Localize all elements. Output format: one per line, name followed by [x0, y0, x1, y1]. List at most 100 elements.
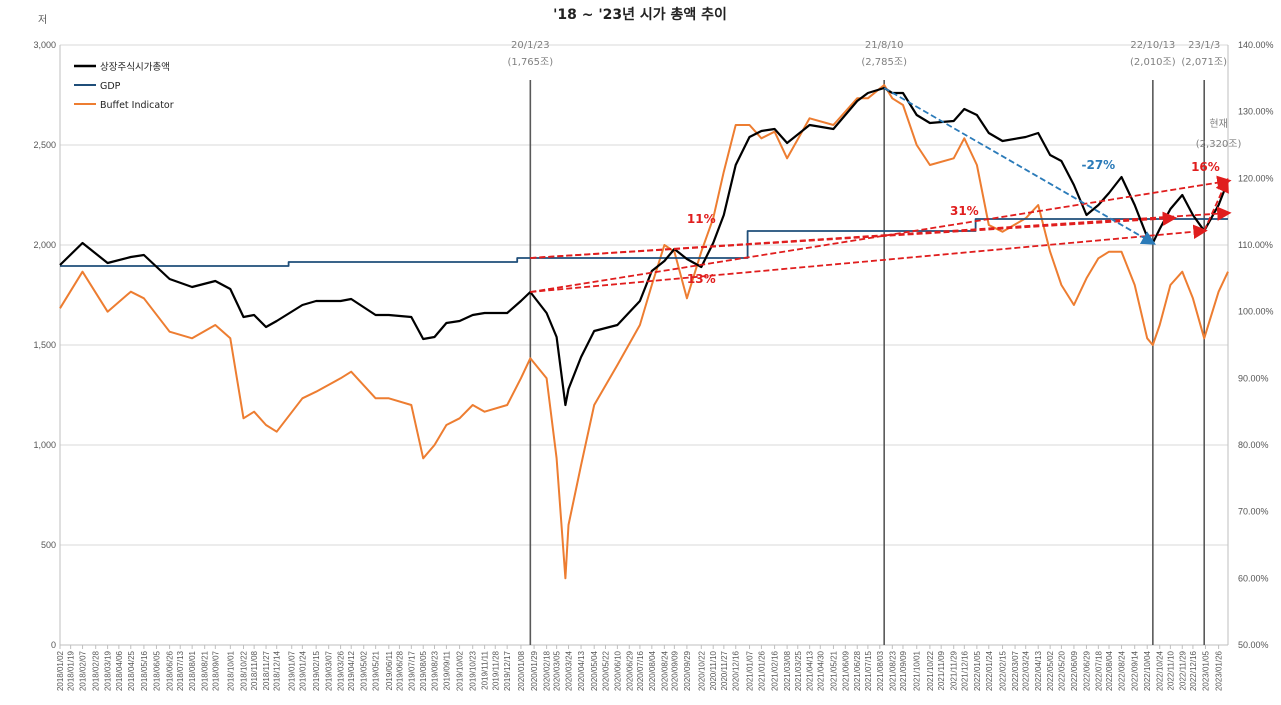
x-tick-label: 2022/11/10 [1166, 650, 1175, 690]
x-tick-label: 2022/03/24 [1022, 650, 1031, 691]
current-label: 현재 [1209, 118, 1227, 130]
x-tick-label: 2018/08/21 [201, 650, 210, 691]
x-tick-label: 2022/06/29 [1082, 650, 1091, 691]
x-tick-label: 2023/01/26 [1215, 650, 1224, 691]
x-tick-label: 2018/01/02 [56, 650, 65, 691]
x-tick-label: 2021/01/07 [746, 650, 755, 691]
x-tick-label: 2018/07/13 [176, 650, 185, 691]
x-tick-label: 2019/11/28 [491, 650, 500, 690]
x-tick-label: 2021/03/25 [794, 650, 803, 691]
x-tick-label: 2022/06/09 [1070, 650, 1079, 691]
x-tick-label: 2021/12/16 [960, 650, 969, 691]
x-tick-label: 2019/03/07 [325, 650, 334, 691]
x-tick-label: 2021/08/23 [888, 650, 897, 691]
y2-tick-label: 90.00% [1238, 373, 1269, 383]
x-tick-label: 2021/11/09 [937, 650, 946, 690]
x-tick-label: 2021/05/21 [829, 650, 838, 691]
x-tick-label: 2018/11/27 [262, 650, 271, 690]
x-tick-label: 2021/10/01 [913, 650, 922, 691]
event-value-label: (2,010조) [1130, 57, 1176, 68]
x-tick-label: 2019/10/23 [469, 650, 478, 691]
x-tick-label: 2018/05/16 [140, 650, 149, 691]
trend-arrow [530, 175, 1232, 293]
x-tick-label: 2022/05/02 [1046, 650, 1055, 691]
y2-tick-label: 60.00% [1238, 573, 1269, 583]
trend-arrow [530, 224, 1208, 293]
x-tick-label: 2021/01/26 [757, 650, 766, 691]
event-date-label: 22/10/13 [1130, 40, 1175, 51]
x-tick-label: 2020/03/24 [565, 650, 574, 691]
x-tick-label: 2018/11/08 [250, 650, 259, 690]
legend: 상장주식시가총액 GDP Buffet Indicator [74, 61, 174, 111]
x-tick-label: 2021/06/28 [853, 650, 862, 691]
x-tick-label: 2020/08/24 [660, 650, 669, 691]
x-tick-label: 2018/08/01 [188, 650, 197, 691]
x-tick-label: 2019/08/05 [419, 650, 428, 691]
x-tick-label: 2020/08/04 [648, 650, 657, 691]
x-tick-label: 2022/10/24 [1156, 650, 1165, 691]
x-tick-label: 2020/06/10 [613, 650, 622, 691]
x-tick-label: 2021/02/16 [771, 650, 780, 691]
x-tick-label: 2022/04/13 [1034, 650, 1043, 691]
x-tick-label: 2022/01/24 [985, 650, 994, 691]
x-tick-label: 2021/11/29 [950, 650, 959, 690]
x-tick-label: 2020/07/16 [636, 650, 645, 691]
x-tick-label: 2020/01/08 [517, 650, 526, 691]
series-lines [59, 84, 1230, 580]
x-tick-label: 2021/04/13 [806, 650, 815, 691]
pct-annotation: 16% [1191, 160, 1220, 174]
x-tick-label: 2018/06/26 [166, 650, 175, 691]
x-tick-label: 2019/01/24 [298, 650, 307, 691]
y-tick-label: 2,000 [33, 240, 56, 250]
x-tick-label: 2019/01/07 [288, 650, 297, 691]
x-tick-label: 2020/06/29 [625, 650, 634, 691]
event-markers: 20/1/23 (1,765조) 21/8/10 (2,785조) 22/10/13 (2… [508, 40, 1242, 645]
annotation-labels: 11% 31% 13% -27% 16% [687, 158, 1220, 286]
x-tick-label: 2020/11/10 [709, 650, 718, 690]
x-tick-label: 2022/07/18 [1094, 650, 1103, 691]
x-tick-label: 2020/05/22 [601, 650, 610, 691]
x-tick-label: 2020/09/29 [683, 650, 692, 691]
x-tick-label: 2019/02/15 [312, 650, 321, 691]
x-tick-label: 2022/09/14 [1131, 650, 1140, 691]
gridlines [59, 44, 1229, 646]
x-tick-label: 2019/06/11 [385, 650, 394, 690]
x-tick-label: 2018/02/07 [79, 650, 88, 691]
x-tick-label: 2020/09/09 [670, 650, 679, 691]
x-tick-label: 2021/07/15 [864, 650, 873, 691]
x-tick-label: 2019/10/02 [456, 650, 465, 691]
x-tick-label: 2018/10/22 [239, 650, 248, 691]
x-tick-label: 2021/03/08 [783, 650, 792, 691]
y2-tick-label: 100.00% [1238, 307, 1274, 317]
pct-annotation: 31% [950, 204, 979, 218]
x-tick-label: 2019/12/17 [503, 650, 512, 691]
y-axis-unit: 저 [38, 14, 47, 26]
series-line-market-cap [59, 86, 1230, 407]
y2-tick-label: 80.00% [1238, 440, 1269, 450]
x-tick-label: 2019/06/28 [395, 650, 404, 691]
x-tick-label: 2022/08/24 [1118, 650, 1127, 691]
x-tick-label: 2018/06/05 [152, 650, 161, 691]
x-tick-label: 2022/01/05 [973, 650, 982, 691]
x-axis-ticks: 2018/01/02 2018/01/19 2018/02/07 2018/02/28… [56, 645, 1224, 691]
event-value-label: (1,765조) [508, 57, 554, 68]
x-tick-label: 2019/08/23 [431, 650, 440, 691]
x-tick-label: 2020/12/16 [732, 650, 741, 691]
legend-label-gdp: GDP [100, 81, 121, 92]
x-tick-label: 2019/05/02 [360, 650, 369, 691]
trend-arrows [530, 87, 1232, 293]
legend-label-buffet: Buffet Indicator [100, 100, 174, 111]
y-tick-label: 500 [41, 540, 56, 550]
x-tick-label: 2019/05/21 [372, 650, 381, 691]
x-tick-label: 2018/03/19 [104, 650, 113, 691]
x-tick-label: 2022/11/29 [1178, 650, 1187, 690]
x-tick-label: 2018/04/25 [127, 650, 136, 691]
pct-annotation: -27% [1082, 158, 1116, 172]
x-tick-label: 2021/04/30 [816, 650, 825, 691]
pct-annotation: 11% [687, 212, 716, 226]
x-tick-label: 2022/05/20 [1057, 650, 1066, 691]
legend-label-market-cap: 상장주식시가총액 [100, 61, 170, 73]
y2-tick-label: 50.00% [1238, 640, 1269, 650]
x-tick-label: 2022/02/15 [999, 650, 1008, 691]
